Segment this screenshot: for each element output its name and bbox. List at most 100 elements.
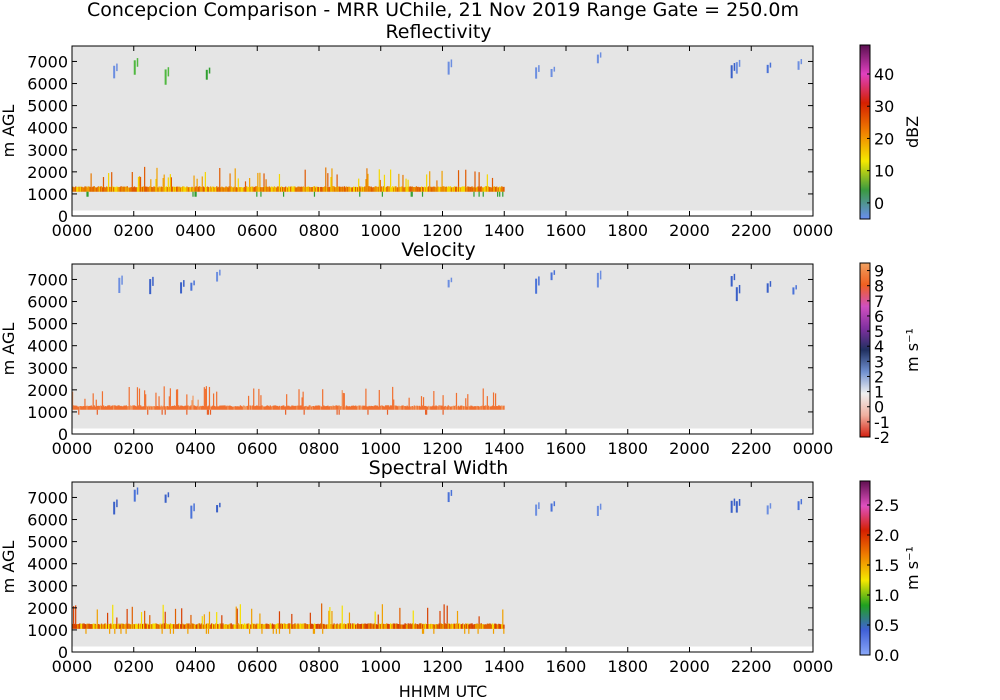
echo-column: [388, 624, 391, 629]
echo-column: [468, 186, 470, 192]
echo-column: [73, 623, 75, 629]
echo-column: [159, 187, 161, 192]
y-tick-label: 3000: [27, 577, 68, 596]
echo-column: [100, 186, 103, 192]
echo-spike: [348, 612, 351, 625]
echo-spike: [257, 172, 259, 188]
echo-column: [297, 405, 299, 410]
echo-column: [448, 623, 451, 629]
echo-column: [154, 623, 156, 629]
echo-column: [478, 187, 480, 192]
echo-column: [272, 405, 275, 410]
echo-column: [94, 406, 97, 410]
echo-column: [180, 405, 182, 410]
y-tick-label: 7000: [27, 270, 68, 289]
echo-column: [244, 406, 247, 410]
echo-column: [288, 623, 290, 629]
y-tick-label: 1000: [27, 185, 68, 204]
echo-column: [258, 406, 260, 410]
echo-column: [79, 623, 81, 629]
echo-column: [436, 186, 438, 192]
echo-column: [155, 406, 157, 410]
upper-echo: [733, 498, 736, 506]
echo-column: [299, 187, 301, 192]
echo-column: [190, 187, 192, 192]
echo-column: [304, 187, 306, 192]
echo-spike: [140, 612, 143, 624]
echo-column: [244, 187, 247, 192]
echo-spike: [235, 606, 237, 625]
echo-column: [310, 187, 313, 192]
echo-column: [201, 624, 204, 629]
x-tick-label: 0000: [793, 221, 834, 240]
echo-column: [477, 186, 479, 192]
echo-spike: [336, 174, 338, 188]
echo-column: [325, 186, 327, 192]
echo-column: [236, 624, 239, 629]
echo-column: [404, 186, 406, 192]
echo-column: [232, 624, 234, 629]
echo-column: [263, 406, 265, 410]
x-tick-label: 2200: [731, 657, 772, 676]
echo-column: [372, 624, 374, 629]
echo-column: [415, 624, 418, 629]
echo-column: [333, 186, 335, 192]
echo-column: [398, 405, 400, 410]
echo-column: [113, 624, 115, 629]
echo-column: [312, 624, 315, 629]
echo-column: [341, 186, 344, 192]
echo-column: [336, 405, 338, 410]
upper-echo: [766, 64, 769, 74]
echo-column: [279, 406, 282, 410]
echo-spike: [219, 167, 221, 188]
echo-column: [436, 624, 438, 629]
echo-column: [366, 406, 368, 410]
echo-column: [498, 623, 500, 629]
echo-tail: [367, 409, 369, 415]
echo-column: [118, 186, 120, 192]
echo-column: [80, 186, 82, 192]
echo-column: [415, 186, 418, 192]
echo-column: [319, 405, 321, 410]
echo-column: [253, 406, 255, 410]
echo-column: [472, 624, 474, 629]
echo-column: [92, 623, 94, 629]
echo-tail: [187, 628, 189, 634]
echo-column: [76, 187, 78, 192]
echo-column: [279, 623, 282, 629]
echo-column: [223, 187, 225, 192]
echo-column: [222, 405, 224, 410]
echo-column: [407, 406, 409, 410]
echo-tail: [497, 191, 499, 197]
echo-column: [406, 405, 408, 410]
upper-echo: [792, 287, 795, 295]
echo-column: [500, 624, 502, 629]
echo-column: [280, 186, 283, 192]
echo-spike: [234, 168, 236, 188]
upper-echo: [193, 280, 195, 286]
echo-column: [353, 405, 356, 410]
echo-spike: [263, 173, 265, 187]
echo-column: [96, 187, 99, 192]
echo-column: [290, 623, 292, 629]
echo-column: [216, 624, 218, 629]
echo-column: [404, 405, 406, 410]
echo-column: [432, 624, 434, 629]
echo-column: [330, 186, 332, 192]
echo-column: [333, 623, 335, 629]
echo-column: [296, 623, 298, 629]
echo-column: [215, 187, 217, 192]
echo-column: [306, 186, 309, 192]
echo-column: [243, 186, 246, 192]
echo-spike: [186, 394, 188, 406]
y-tick-label: 7000: [27, 52, 68, 71]
echo-column: [114, 623, 116, 629]
echo-column: [262, 406, 264, 410]
echo-tail: [169, 628, 171, 634]
echo-column: [274, 405, 277, 410]
echo-column: [78, 623, 80, 629]
echo-column: [145, 405, 147, 410]
echo-column: [170, 624, 173, 629]
echo-column: [481, 187, 484, 192]
echo-column: [185, 624, 187, 629]
